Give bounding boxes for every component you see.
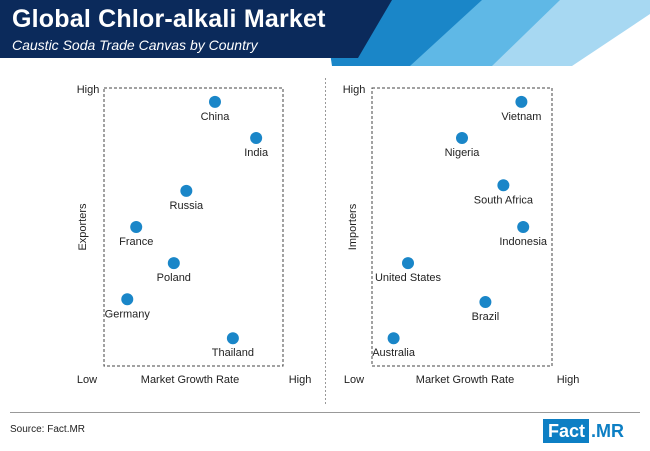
importers-point-label-australia: Australia — [372, 347, 416, 359]
exporters-plot-frame — [103, 87, 284, 367]
logo-part-1: Fact — [543, 419, 590, 443]
factmr-logo: Fact .MR — [543, 419, 625, 443]
importers-point-brazil — [479, 296, 492, 309]
header-banner: Global Chlor-alkali Market Caustic Soda … — [0, 0, 650, 66]
exporters-point-germany — [121, 293, 134, 306]
importers-point-label-nigeria: Nigeria — [445, 147, 481, 159]
page-title: Global Chlor-alkali Market — [12, 5, 326, 33]
importers-x-tick-low: Low — [344, 374, 364, 386]
exporters-point-label-france: France — [119, 236, 153, 248]
exporters-point-china — [208, 95, 221, 108]
logo-part-2: .MR — [589, 419, 625, 443]
importers-x-axis-label: Market Growth Rate — [416, 374, 514, 386]
importers-x-tick-high: High — [557, 374, 580, 386]
importers-point-australia — [387, 332, 400, 345]
header-background — [0, 0, 650, 66]
exporters-y-tick-high: High — [77, 84, 100, 96]
exporters-x-tick-low: Low — [77, 374, 97, 386]
importers-point-vietnam — [515, 95, 528, 108]
importers-point-united-states — [402, 257, 414, 270]
importers-y-tick-high: High — [343, 84, 366, 96]
importers-plot-frame — [371, 87, 553, 367]
exporters-point-label-china: China — [201, 111, 231, 123]
source-note: Source: Fact.MR — [10, 424, 86, 435]
page-subtitle: Caustic Soda Trade Canvas by Country — [12, 37, 258, 53]
importers-point-indonesia — [517, 221, 530, 233]
exporters-point-label-germany: Germany — [105, 308, 151, 320]
exporters-point-poland — [167, 257, 180, 270]
importers-point-label-indonesia: Indonesia — [499, 236, 548, 248]
exporters-point-label-thailand: Thailand — [212, 347, 254, 359]
header-navy-band — [0, 0, 392, 58]
importers-point-label-united-states: United States — [375, 272, 442, 284]
importers-y-axis-label: Importers — [347, 203, 359, 250]
exporters-y-axis-label: Exporters — [77, 203, 89, 251]
importers-point-label-vietnam: Vietnam — [501, 111, 541, 123]
exporters-point-russia — [180, 184, 193, 197]
importers-point-label-brazil: Brazil — [472, 311, 500, 323]
importers-point-south-africa — [497, 179, 510, 192]
exporters-point-label-india: India — [244, 147, 269, 159]
exporters-point-label-poland: Poland — [157, 272, 191, 284]
importers-point-nigeria — [456, 132, 468, 145]
exporters-x-tick-high: High — [289, 374, 312, 386]
importers-point-label-south-africa: South Africa — [474, 194, 534, 206]
exporters-point-france — [130, 221, 143, 233]
exporters-point-thailand — [226, 332, 239, 345]
exporters-point-india — [250, 132, 263, 145]
exporters-x-axis-label: Market Growth Rate — [141, 374, 239, 386]
exporters-point-label-russia: Russia — [170, 200, 205, 212]
